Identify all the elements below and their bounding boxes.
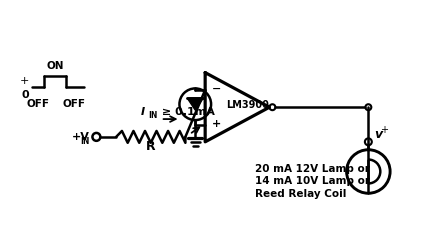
Text: Reed Relay Coil: Reed Relay Coil <box>255 189 346 199</box>
Text: v: v <box>374 129 382 141</box>
Text: ≥ 0.1mA: ≥ 0.1mA <box>158 107 215 117</box>
Text: R: R <box>146 140 156 153</box>
Text: 0: 0 <box>22 90 29 100</box>
Text: 20 mA 12V Lamp or: 20 mA 12V Lamp or <box>255 164 370 174</box>
Polygon shape <box>187 98 203 110</box>
Text: ON: ON <box>46 61 64 71</box>
Text: +: + <box>380 125 388 135</box>
Text: I: I <box>141 107 145 117</box>
Text: 14 mA 10V Lamp or: 14 mA 10V Lamp or <box>255 176 370 186</box>
Text: +: + <box>212 118 221 129</box>
Text: +V: +V <box>72 132 89 142</box>
Text: −: − <box>212 84 221 94</box>
Text: OFF: OFF <box>62 99 85 109</box>
Text: IN: IN <box>148 111 157 120</box>
Text: IN: IN <box>80 137 89 146</box>
Text: OFF: OFF <box>26 99 50 109</box>
Text: +: + <box>20 77 29 86</box>
Text: LM3900: LM3900 <box>226 100 269 110</box>
